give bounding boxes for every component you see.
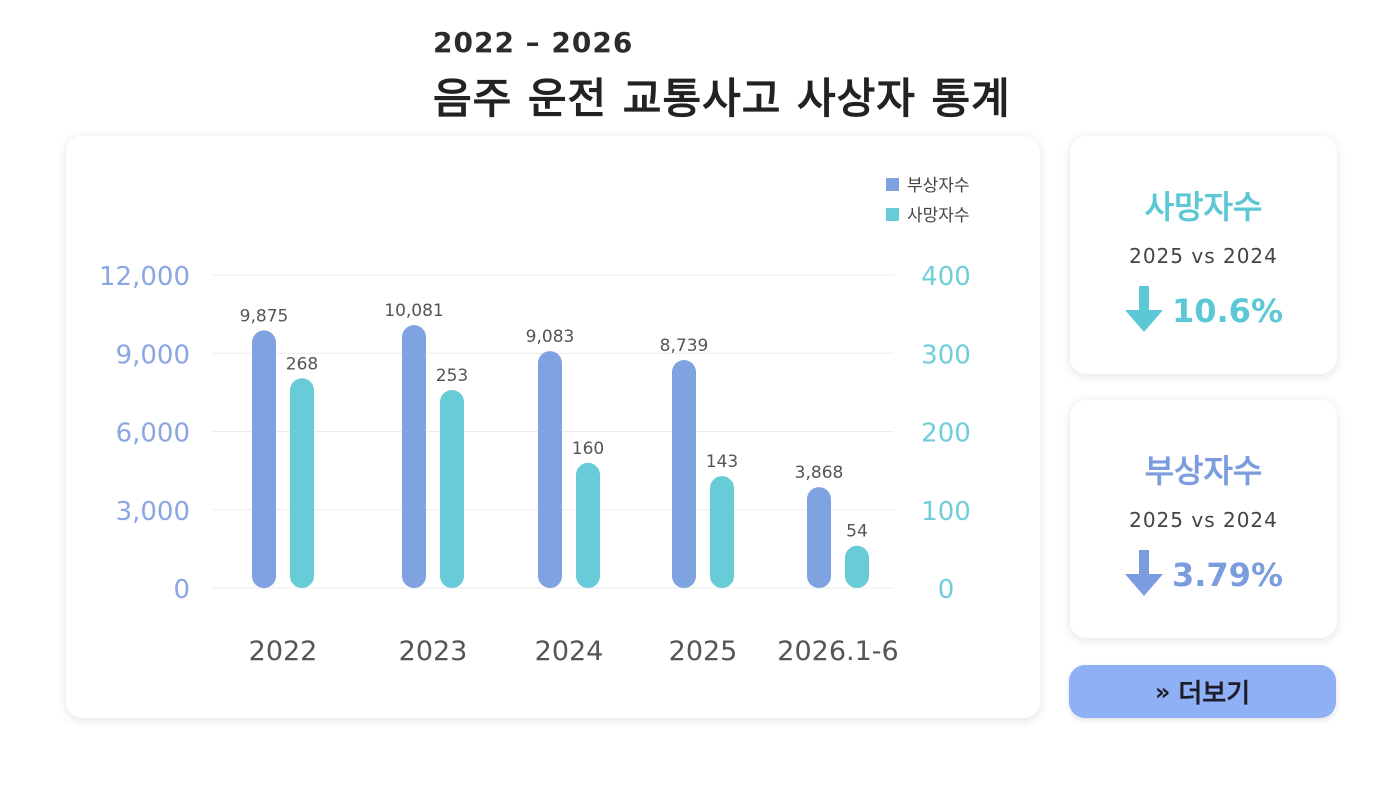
right-axis-tick: 300 — [921, 340, 971, 370]
injury-stat-change: 3.79% — [1070, 548, 1337, 602]
injury-stat-card: 부상자수 2025 vs 2024 3.79% — [1070, 400, 1337, 638]
death-bar — [440, 390, 464, 588]
injury-stat-title: 부상자수 — [1144, 452, 1263, 490]
injury-bar — [807, 487, 831, 588]
death-data-label: 253 — [436, 366, 468, 386]
injury-data-label: 8,739 — [660, 336, 709, 356]
death-bar — [576, 462, 600, 588]
death-stat-change: 10.6% — [1070, 284, 1337, 338]
left-axis-tick: 0 — [173, 575, 190, 605]
injury-data-label: 9,875 — [240, 306, 289, 326]
more-button-label: 더보기 — [1178, 679, 1251, 709]
death-stat-compare: 2025 vs 2024 — [1129, 244, 1278, 268]
category-label: 2025 — [669, 636, 738, 667]
injury-stat-value: 3.79% — [1171, 556, 1283, 594]
left-axis-tick: 3,000 — [116, 497, 190, 527]
injury-bar — [672, 360, 696, 588]
category-label: 2024 — [535, 636, 604, 667]
title-block: 2022 – 2026 음주 운전 교통사고 사상자 통계 — [433, 26, 1011, 126]
death-stat-value: 10.6% — [1171, 292, 1283, 330]
right-axis-tick: 100 — [921, 497, 971, 527]
right-axis-tick: 200 — [921, 419, 971, 449]
death-stat-card: 사망자수 2025 vs 2024 10.6% — [1070, 136, 1337, 374]
injury-bar — [402, 325, 426, 588]
page-subtitle: 2022 – 2026 — [433, 26, 634, 59]
injury-bar — [252, 330, 276, 588]
chart-card: 0 0 3,000 100 6,000 200 9,000 300 12,000 400 9,875… — [66, 136, 1040, 718]
page-title: 음주 운전 교통사고 사상자 통계 — [433, 74, 1011, 123]
death-data-label: 160 — [572, 439, 604, 459]
injury-bar — [538, 351, 562, 588]
legend-label-injury: 부상자수 — [907, 176, 970, 196]
left-axis-tick: 9,000 — [116, 340, 190, 370]
death-data-label: 268 — [286, 354, 318, 374]
death-bar — [845, 545, 869, 588]
chevron-double-right-icon: » — [1154, 677, 1170, 706]
death-data-label: 54 — [846, 522, 868, 542]
death-data-label: 143 — [706, 452, 738, 472]
arrow-down-icon — [1124, 284, 1164, 338]
injury-data-label: 3,868 — [795, 463, 844, 483]
bar-chart: 0 0 3,000 100 6,000 200 9,000 300 12,000 400 9,875… — [99, 176, 971, 667]
legend-swatch-death — [886, 208, 899, 221]
injury-data-label: 9,083 — [526, 327, 575, 347]
death-stat-title: 사망자수 — [1144, 188, 1263, 226]
arrow-down-icon — [1124, 548, 1164, 602]
right-axis-tick: 400 — [921, 262, 971, 292]
left-axis-tick: 6,000 — [116, 419, 190, 449]
left-axis-tick: 12,000 — [99, 262, 190, 292]
category-label: 2022 — [249, 636, 318, 667]
injury-data-label: 10,081 — [384, 301, 443, 321]
death-bar — [710, 476, 734, 588]
more-button[interactable]: » 더보기 — [1069, 665, 1336, 718]
category-label: 2023 — [399, 636, 468, 667]
legend-swatch-injury — [886, 178, 899, 191]
death-bar — [290, 378, 314, 588]
right-axis-tick: 0 — [938, 575, 955, 605]
legend-label-death: 사망자수 — [907, 206, 970, 226]
injury-stat-compare: 2025 vs 2024 — [1129, 508, 1278, 532]
category-label: 2026.1-6 — [777, 636, 898, 667]
